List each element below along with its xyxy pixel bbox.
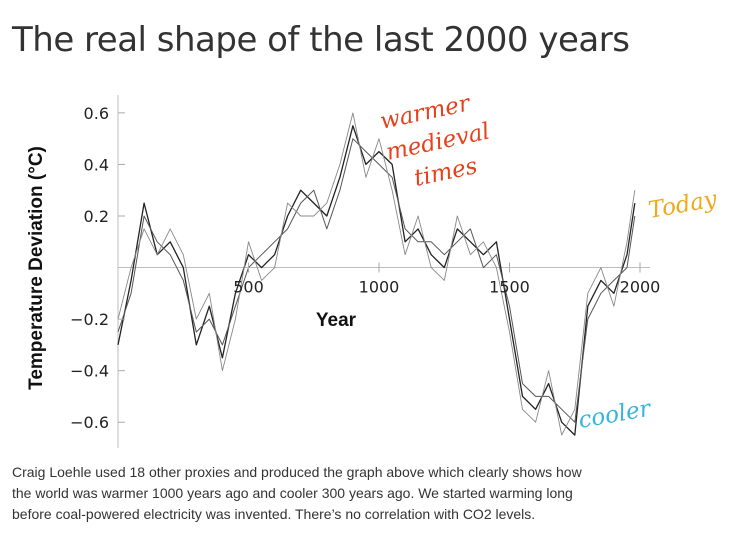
- slide-caption: Craig Loehle used 18 other proxies and p…: [12, 462, 732, 525]
- annotation-cooler: cooler: [577, 395, 655, 434]
- temperature-chart: 0.6 0.4 0.2 −0.2 −0.4 −0.6 500 1000 1500 2000 Yea…: [26, 90, 720, 448]
- temperature-series-line: [117, 112, 636, 436]
- chart-series: [117, 112, 636, 436]
- temperature-series-line: [117, 138, 636, 423]
- caption-line: the world was warmer 1000 years ago and …: [12, 485, 573, 501]
- y-tick-label: 0.6: [84, 104, 109, 123]
- y-tick-label: −0.6: [70, 413, 109, 432]
- y-axis-title: Temperature Deviation (°C): [26, 146, 47, 390]
- slide-title: The real shape of the last 2000 years: [12, 20, 630, 60]
- y-tick-label: 0.2: [84, 207, 109, 226]
- y-tick-label: −0.2: [70, 310, 109, 329]
- y-tick-label: −0.4: [70, 362, 109, 381]
- x-tick-label: 1500: [489, 278, 530, 297]
- x-tick-label: 2000: [620, 278, 661, 297]
- chart-axes: [117, 95, 650, 448]
- annotation-medieval: warmer medieval times: [378, 90, 492, 192]
- chart-ticks: 0.6 0.4 0.2 −0.2 −0.4 −0.6 500 1000 1500 2000: [70, 104, 660, 432]
- x-axis-title: Year: [316, 310, 357, 331]
- caption-line: before coal-powered electricity was inve…: [12, 506, 536, 522]
- annotation-today: Today: [647, 186, 720, 224]
- annotation-medieval-line3: times: [412, 153, 480, 192]
- caption-line: Craig Loehle used 18 other proxies and p…: [12, 464, 582, 480]
- x-tick-label: 1000: [359, 278, 400, 297]
- temperature-series-line: [117, 125, 636, 436]
- x-tick-label: 500: [233, 278, 264, 297]
- y-tick-label: 0.4: [84, 155, 109, 174]
